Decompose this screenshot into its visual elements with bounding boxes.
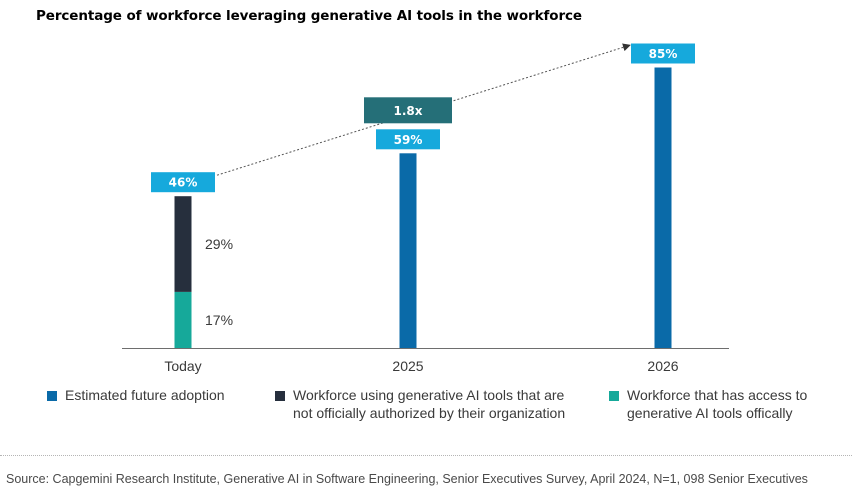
segment-label-official: 17%	[205, 312, 233, 328]
legend-label-line: generative AI tools offically	[627, 405, 793, 421]
legend-label-line: Workforce that has access to	[627, 387, 808, 403]
legend-swatch	[609, 391, 619, 401]
legend-swatch	[275, 391, 285, 401]
bar-unauthorized-today	[174, 196, 192, 292]
legend-label-line: Estimated future adoption	[65, 387, 225, 403]
growth-label: 1.8x	[394, 104, 423, 118]
total-badge-today	[151, 172, 215, 193]
bar-official-today	[174, 291, 192, 348]
legend-swatch	[47, 391, 57, 401]
total-badge-2026	[631, 43, 695, 64]
legend-label: Workforce that has access to generative …	[627, 386, 807, 422]
bar-future-2025	[399, 153, 417, 348]
total-label-2025: 59%	[394, 133, 423, 147]
footer-divider	[0, 455, 852, 456]
growth-badge	[364, 97, 452, 124]
legend-label-line: Workforce using generative AI tools that…	[293, 387, 565, 403]
source-note: Source: Capgemini Research Institute, Ge…	[6, 472, 808, 486]
x-tick-label-today: Today	[164, 358, 201, 374]
total-label-2026: 85%	[649, 47, 678, 61]
legend-label: Workforce using generative AI tools that…	[293, 386, 565, 422]
chart-title: Percentage of workforce leveraging gener…	[36, 8, 582, 24]
segment-label-unauthorized: 29%	[205, 236, 233, 252]
x-tick-label-2026: 2026	[647, 358, 678, 374]
chart-area: Today 2025 2026 29% 17% 46% 59% 85% 1.8x	[122, 43, 729, 374]
total-label-today: 46%	[169, 176, 198, 190]
bar-future-2026	[654, 67, 672, 348]
total-badge-2025	[376, 129, 440, 150]
legend-label-line: not officially authorized by their organ…	[293, 405, 566, 421]
x-tick-label-2025: 2025	[392, 358, 423, 374]
legend-label: Estimated future adoption	[65, 386, 225, 404]
